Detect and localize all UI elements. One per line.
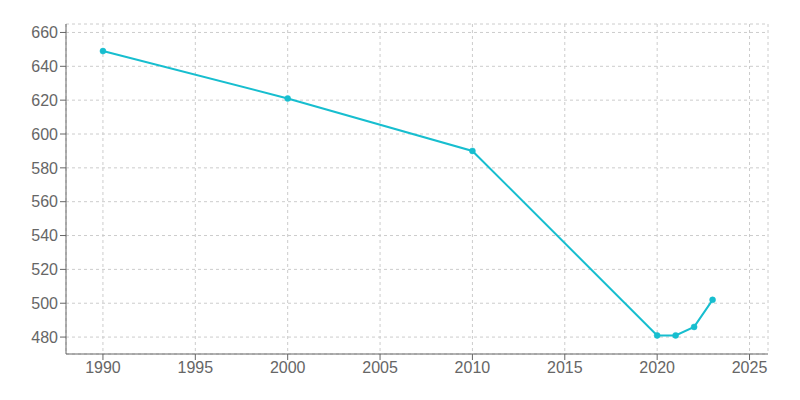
svg-text:580: 580	[31, 160, 58, 177]
svg-text:2010: 2010	[455, 359, 491, 376]
svg-text:640: 640	[31, 58, 58, 75]
svg-text:1995: 1995	[178, 359, 214, 376]
svg-text:660: 660	[31, 24, 58, 41]
svg-text:500: 500	[31, 295, 58, 312]
svg-text:2000: 2000	[270, 359, 306, 376]
svg-text:2020: 2020	[639, 359, 675, 376]
svg-text:560: 560	[31, 193, 58, 210]
svg-text:600: 600	[31, 126, 58, 143]
svg-text:2015: 2015	[547, 359, 583, 376]
svg-text:520: 520	[31, 261, 58, 278]
svg-text:480: 480	[31, 329, 58, 346]
svg-text:2025: 2025	[732, 359, 768, 376]
svg-text:1990: 1990	[85, 359, 121, 376]
svg-text:2005: 2005	[362, 359, 398, 376]
svg-text:620: 620	[31, 92, 58, 109]
svg-text:540: 540	[31, 227, 58, 244]
